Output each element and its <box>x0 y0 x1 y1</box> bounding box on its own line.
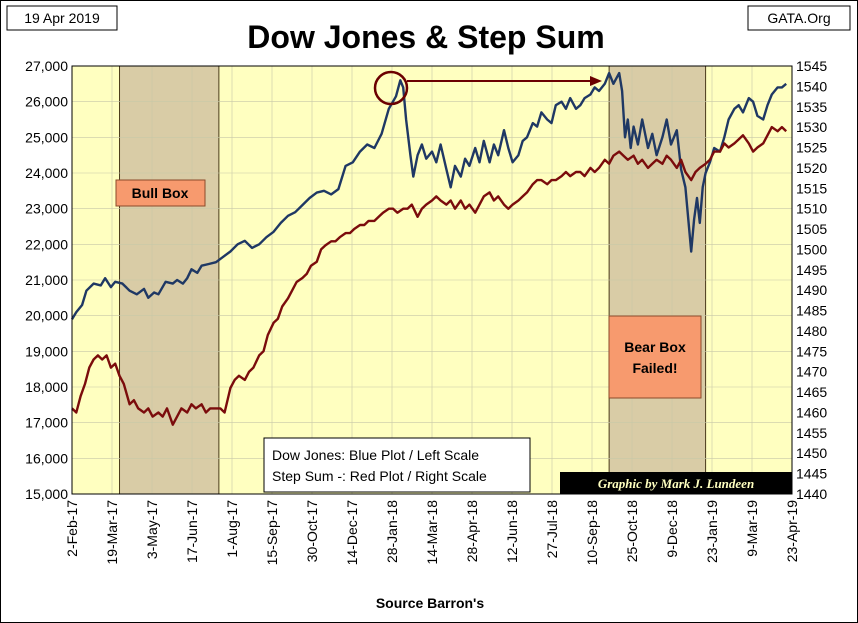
right-tick-label: 1535 <box>796 99 827 115</box>
right-tick-label: 1475 <box>796 343 827 359</box>
plot-border <box>71 65 793 495</box>
right-tick-label: 1450 <box>796 445 827 461</box>
left-tick-label: 24,000 <box>25 165 68 181</box>
right-tick-label: 1445 <box>796 466 827 482</box>
right-axis-ticks: 1440 1445 1450 1455 1460 1465 1470 1475 1480 1485… <box>796 58 827 502</box>
peak-circle-marker <box>373 70 409 106</box>
right-tick-label: 1530 <box>796 119 827 135</box>
bull-box-label: Bull Box <box>132 185 189 201</box>
right-tick-label: 1455 <box>796 425 827 441</box>
credit-box <box>560 472 792 494</box>
right-tick-label: 1500 <box>796 241 827 257</box>
x-tick-label: 10-Sep-18 <box>584 500 600 566</box>
left-tick-label: 26,000 <box>25 94 68 110</box>
x-tick-label: 30-Oct-17 <box>304 500 320 562</box>
right-tick-label: 1525 <box>796 140 827 156</box>
x-tick-label: 28-Jan-18 <box>384 500 400 563</box>
right-tick-label: 1470 <box>796 364 827 380</box>
date-box <box>6 5 118 31</box>
step-sum-line <box>71 125 788 426</box>
left-tick-label: 18,000 <box>25 379 68 395</box>
x-tick-label: 23-Jan-19 <box>704 500 720 563</box>
left-tick-label: 27,000 <box>25 58 68 74</box>
x-tick-label: 28-Apr-18 <box>464 500 480 562</box>
left-tick-label: 15,000 <box>25 486 68 502</box>
x-tick-label: 15-Sep-17 <box>264 500 280 566</box>
bear-box-label-bg <box>608 315 702 399</box>
x-tick-label: 9-Mar-19 <box>744 500 760 557</box>
left-tick-label: 20,000 <box>25 308 68 324</box>
x-tick-label: 1-Aug-17 <box>224 500 240 558</box>
right-tick-label: 1545 <box>796 58 827 74</box>
arrow-head-icon <box>590 76 602 86</box>
right-tick-label: 1440 <box>796 486 827 502</box>
x-tick-label: 12-Jun-18 <box>504 500 520 563</box>
right-tick-label: 1505 <box>796 221 827 237</box>
legend-line-1: Dow Jones: Blue Plot / Left Scale <box>272 447 479 463</box>
chart-title: Dow Jones & Step Sum <box>247 19 604 55</box>
x-tick-label: 25-Oct-18 <box>624 500 640 562</box>
x-tick-label: 23-Apr-19 <box>784 500 800 562</box>
credit-label: Graphic by Mark J. Lundeen <box>598 476 754 491</box>
left-tick-label: 17,000 <box>25 415 68 431</box>
x-tick-label: 9-Dec-18 <box>664 500 680 558</box>
left-tick-label: 19,000 <box>25 343 68 359</box>
series-lines <box>70 71 788 426</box>
left-tick-label: 25,000 <box>25 129 68 145</box>
right-tick-label: 1480 <box>796 323 827 339</box>
left-tick-label: 22,000 <box>25 236 68 252</box>
source-site-label: GATA.Org <box>767 10 830 26</box>
legend-box <box>263 437 531 493</box>
right-tick-label: 1485 <box>796 303 827 319</box>
bear-box-label-line2: Failed! <box>632 360 677 376</box>
right-tick-label: 1465 <box>796 384 827 400</box>
right-tick-label: 1510 <box>796 201 827 217</box>
legend-line-2: Step Sum -: Red Plot / Right Scale <box>272 468 487 484</box>
x-tick-label: 14-Mar-18 <box>424 500 440 565</box>
x-tick-label: 19-Mar-17 <box>104 500 120 565</box>
right-tick-label: 1520 <box>796 160 827 176</box>
right-tick-label: 1490 <box>796 282 827 298</box>
x-tick-label: 17-Jun-17 <box>184 500 200 563</box>
right-tick-label: 1495 <box>796 262 827 278</box>
left-tick-label: 23,000 <box>25 201 68 217</box>
x-axis-ticks: 2-Feb-17 19-Mar-17 3-May-17 17-Jun-17 1-Aug-… <box>64 500 800 566</box>
left-tick-label: 21,000 <box>25 272 68 288</box>
bull-box-label-bg <box>115 179 206 207</box>
source-site-box <box>747 5 851 31</box>
x-tick-label: 27-Jul-18 <box>544 500 560 559</box>
bear-box-label-line1: Bear Box <box>624 339 686 355</box>
x-tick-label: 14-Dec-17 <box>344 500 360 566</box>
right-tick-label: 1460 <box>796 404 827 420</box>
right-tick-label: 1540 <box>796 78 827 94</box>
dow-jones-line <box>70 71 787 320</box>
left-tick-label: 16,000 <box>25 450 68 466</box>
x-tick-label: 2-Feb-17 <box>64 500 80 557</box>
date-label: 19 Apr 2019 <box>24 10 100 26</box>
left-axis-ticks: 15,000 16,000 17,000 18,000 19,000 20,000 21,0… <box>25 58 68 502</box>
right-tick-label: 1515 <box>796 180 827 196</box>
x-axis-label: Source Barron's <box>376 595 485 611</box>
x-tick-label: 3-May-17 <box>144 500 160 559</box>
